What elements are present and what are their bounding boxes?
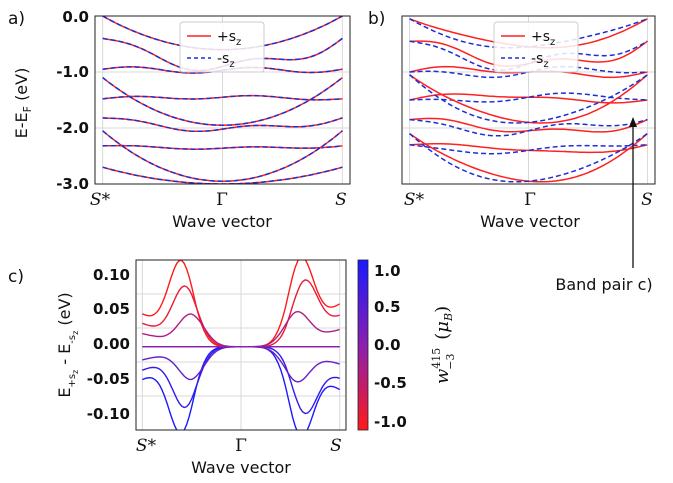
c-curve-2-upper-right: [241, 346, 340, 383]
c-curve-1-lower-left: [142, 346, 241, 409]
b-band-6-plus: [409, 142, 648, 154]
b-band-5-minus: [409, 118, 648, 137]
c-curve-2-upper-left: [142, 313, 241, 348]
a-band-0-minus: [102, 16, 343, 51]
xtick-c-2: S: [330, 436, 342, 456]
axes-frame-b: [401, 15, 656, 185]
a-band-3-minus: [102, 94, 343, 101]
legend-b-plus-label: +sz: [531, 29, 555, 48]
xtick-b-2: S: [641, 190, 653, 210]
xtick-b-0: S*: [404, 190, 425, 210]
b-band-4-minus: [409, 74, 648, 124]
bands-a: [102, 16, 343, 184]
xtick-a-1: Γ: [216, 190, 228, 210]
curves-c: [142, 260, 341, 430]
a-band-7-minus: [102, 130, 343, 182]
xtick-a-0: S*: [90, 190, 111, 210]
cbar-tick-1: 0.5: [374, 298, 401, 316]
a-band-5-minus: [102, 117, 343, 133]
xtick-c-1: Γ: [235, 436, 247, 456]
c-curve-0-lower-right: [241, 260, 341, 348]
c-curve-0-upper-right: [241, 346, 341, 430]
c-curve-1-upper-right: [241, 346, 340, 415]
ytick-c-4: -0.10: [87, 405, 130, 423]
cbar-tick-4: -1.0: [374, 413, 407, 431]
ytick-c-1: 0.05: [93, 300, 130, 318]
xlabel-b: Wave vector: [480, 212, 580, 231]
b-band-7-minus: [409, 132, 648, 183]
ylabel-c: E+sz - E-sz (eV): [55, 292, 80, 397]
panel-label-c: c): [8, 267, 24, 287]
ytick-a-2: -2.0: [56, 119, 89, 137]
legend-a-plus-label: +sz: [217, 29, 241, 48]
annotation-label: Band pair c): [555, 275, 652, 294]
a-band-6-plus: [102, 144, 343, 150]
cbar-tick-3: -0.5: [374, 374, 407, 392]
colorbar: [357, 259, 369, 431]
panel-label-b: b): [368, 9, 385, 29]
panel-a: 0.0 -1.0 -2.0 -3.0 S* Γ S Wave vector E-…: [12, 8, 351, 231]
legend-a: +sz -sz: [179, 21, 265, 73]
a-band-1-minus: [102, 37, 343, 72]
legend-b: +sz -sz: [493, 21, 579, 73]
ytick-a-0: 0.0: [62, 8, 89, 26]
xtick-a-2: S: [335, 190, 347, 210]
panel-c: 0.10 0.05 0.00 -0.05 -0.10 S* Γ S Wave v…: [55, 259, 457, 477]
annotation-arrow-head: [629, 117, 637, 127]
axes-frame-a: [94, 15, 351, 185]
ytick-c-2: 0.00: [93, 335, 130, 353]
ytick-a-3: -3.0: [56, 175, 89, 193]
c-curve-1-lower-right: [241, 279, 340, 348]
xlabel-c: Wave vector: [191, 458, 291, 477]
panel-b: S* Γ S Wave vector +sz -sz Band pair c): [401, 15, 656, 294]
c-curve-0-upper-left: [142, 260, 241, 348]
cbar-tick-2: 0.0: [374, 336, 401, 354]
c-curve-2-lower-right: [241, 310, 340, 348]
ytick-a-1: -1.0: [56, 63, 89, 81]
xtick-b-1: Γ: [524, 190, 536, 210]
c-curve-1-upper-left: [142, 285, 241, 348]
ytick-c-0: 0.10: [93, 266, 130, 284]
c-curve-0-lower-left: [142, 346, 241, 430]
colorbar-label: w415−3 (μB): [430, 306, 457, 384]
bands-b: [409, 18, 648, 183]
axes-frame-c: [135, 259, 347, 431]
ylabel-a: E-EF (eV): [12, 68, 34, 139]
b-band-3-plus: [409, 93, 648, 104]
b-band-1-minus: [409, 40, 648, 71]
cbar-tick-0: 1.0: [374, 262, 401, 280]
panel-label-a: a): [8, 9, 25, 29]
xtick-c-0: S*: [136, 436, 157, 456]
a-band-8-minus: [102, 166, 343, 184]
ytick-c-3: -0.05: [87, 370, 130, 388]
a-band-4-minus: [102, 77, 343, 126]
xlabel-a: Wave vector: [172, 212, 272, 231]
c-curve-2-lower-left: [142, 346, 242, 381]
